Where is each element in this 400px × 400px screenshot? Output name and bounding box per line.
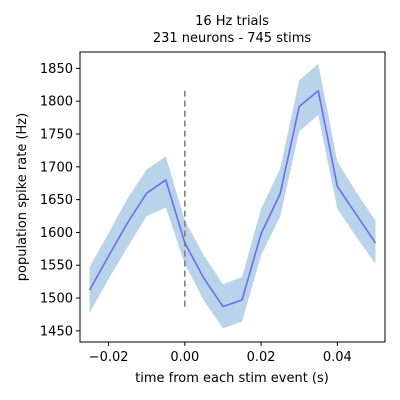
y-tick-label: 1800 bbox=[40, 95, 73, 110]
x-axis: −0.02 0.00 0.02 0.04 bbox=[89, 342, 352, 365]
y-tick-label: 1500 bbox=[40, 292, 73, 307]
y-tick-label: 1450 bbox=[40, 324, 73, 339]
y-tick-label: 1650 bbox=[40, 193, 73, 208]
x-tick-label: 0.04 bbox=[323, 350, 352, 365]
y-tick-label: 1600 bbox=[40, 226, 73, 241]
series-line bbox=[88, 89, 377, 308]
x-axis-label: time from each stim event (s) bbox=[135, 371, 329, 386]
y-axis: 1450 1500 1550 1600 1650 1700 1750 1800 1850 bbox=[40, 62, 80, 339]
y-tick-label: 1750 bbox=[40, 128, 73, 143]
y-tick-label: 1550 bbox=[40, 259, 73, 274]
x-tick-label: 0.02 bbox=[247, 350, 276, 365]
plot-frame bbox=[79, 51, 386, 343]
y-tick-label: 1700 bbox=[40, 160, 73, 175]
x-tick-label: −0.02 bbox=[89, 350, 129, 365]
chart-subtitle: 231 neurons - 745 stims bbox=[153, 31, 311, 46]
plot-area bbox=[88, 63, 377, 329]
x-tick-label: 0.00 bbox=[170, 350, 199, 365]
y-tick-label: 1850 bbox=[40, 62, 73, 77]
confidence-band bbox=[89, 63, 376, 329]
y-axis-label: population spike rate (Hz) bbox=[15, 113, 30, 281]
chart-title: 16 Hz trials bbox=[195, 14, 269, 29]
